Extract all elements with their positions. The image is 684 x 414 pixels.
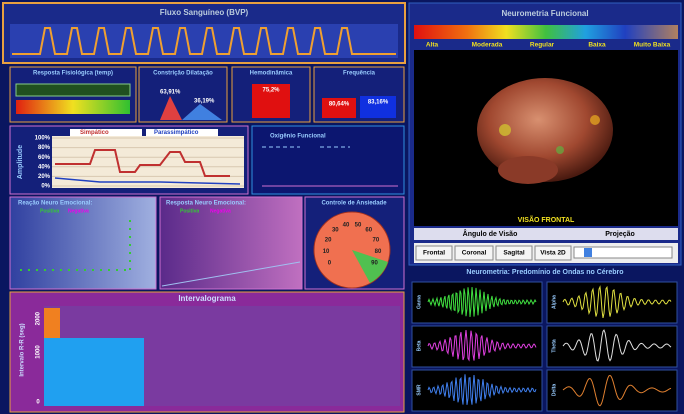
temp-gradient — [16, 100, 130, 114]
bvp-title: Fluxo Sanguíneo (BVP) — [160, 8, 249, 17]
scale-label: Baixa — [588, 42, 606, 49]
amp-ylabel: Amplitude — [17, 145, 24, 179]
resposta-title: Resposta Neuro Emocional: — [166, 201, 246, 207]
reacao-title: Reação Neuro Emocional: — [18, 201, 92, 207]
legend-parassimpatico: Parassimpático — [154, 130, 199, 136]
interval-ytick: 2000 — [36, 311, 42, 325]
wave-label: SMR — [416, 384, 422, 396]
gauge-tick: 40 — [343, 222, 350, 228]
scale-label: Alta — [426, 42, 439, 49]
amp-ytick: 80% — [38, 145, 51, 151]
amp-ytick: 20% — [38, 174, 51, 180]
constr-right: 36,19% — [194, 99, 215, 105]
freq-right: 83,16% — [368, 100, 389, 106]
hemo-value: 75,2% — [262, 88, 280, 94]
gauge-tick: 60 — [365, 228, 372, 234]
color-scale — [414, 25, 678, 39]
freq-left: 80,64% — [329, 102, 350, 108]
interval-title: Intervalograma — [178, 294, 236, 303]
app-window: Fluxo Sanguíneo (BVP) Resposta Fisiológi… — [0, 0, 684, 414]
wave-label: Beta — [416, 340, 422, 351]
interval-ylabel: Intervalo R-R (seg) — [20, 323, 26, 376]
constr-left: 63,91% — [160, 90, 181, 96]
neuro-title: Neurometria Funcional — [501, 9, 588, 18]
gauge-tick: 90 — [371, 261, 378, 267]
wave-label: Delta — [551, 384, 557, 396]
constr-title: Constrição Dilatação — [153, 71, 213, 77]
hemo-title: Hemodinâmica — [250, 71, 293, 77]
waves-title: Neurometria: Predomínio de Ondas no Cére… — [466, 269, 623, 276]
resposta-pos: Positiva — [180, 208, 199, 214]
wave-label: Gama — [416, 295, 422, 309]
interval-orange — [44, 308, 60, 338]
amp-ytick: 100% — [35, 136, 51, 142]
interval-ytick: 1000 — [36, 345, 42, 359]
gauge-tick: 50 — [355, 222, 362, 228]
brain-spot — [590, 115, 600, 125]
amp-ytick: 40% — [38, 164, 51, 170]
gauge-tick: 10 — [323, 249, 330, 255]
reacao-pos: Positiva — [40, 208, 59, 214]
amp-ytick: 60% — [38, 155, 51, 161]
angle-label: Ângulo de Visão — [463, 229, 518, 238]
temp-title: Resposta Fisiológica (temp) — [33, 71, 113, 77]
resposta-neg: Negativa — [210, 208, 231, 214]
slider-thumb[interactable] — [584, 248, 592, 257]
view-button-label[interactable]: Sagital — [503, 250, 525, 257]
amp-ytick: 0% — [41, 184, 50, 190]
oxy-title: Oxigênio Funcional — [270, 134, 326, 140]
legend-simpatico: Simpático — [80, 130, 109, 136]
gauge-tick: 80 — [375, 249, 382, 255]
gauge-tick: 20 — [325, 237, 332, 243]
view-button-label[interactable]: Frontal — [423, 250, 445, 257]
scale-label: Muito Baixa — [634, 42, 671, 49]
brain-spot — [556, 146, 564, 154]
view-button-label[interactable]: Coronal — [462, 250, 487, 257]
interval-bars — [44, 338, 144, 406]
scale-label: Regular — [530, 42, 555, 49]
reacao-neg: Negativa — [68, 208, 89, 214]
wave-label: Alpha — [551, 295, 557, 309]
view-button-label[interactable]: Vista 2D — [540, 250, 566, 257]
projection-label: Projeção — [605, 231, 635, 238]
gauge-tick: 30 — [332, 228, 339, 234]
temp-bar — [16, 84, 130, 96]
brain-stem — [498, 156, 558, 184]
scale-label: Moderada — [472, 42, 503, 49]
freq-title: Frequência — [343, 71, 376, 77]
gauge-tick: 70 — [373, 237, 380, 243]
view-label: VISÃO FRONTAL — [518, 215, 575, 224]
wave-label: Theta — [551, 339, 557, 353]
brain-spot — [499, 124, 511, 136]
ansiedade-title: Controle de Ansiedade — [321, 201, 387, 207]
angle-bar — [414, 228, 678, 240]
